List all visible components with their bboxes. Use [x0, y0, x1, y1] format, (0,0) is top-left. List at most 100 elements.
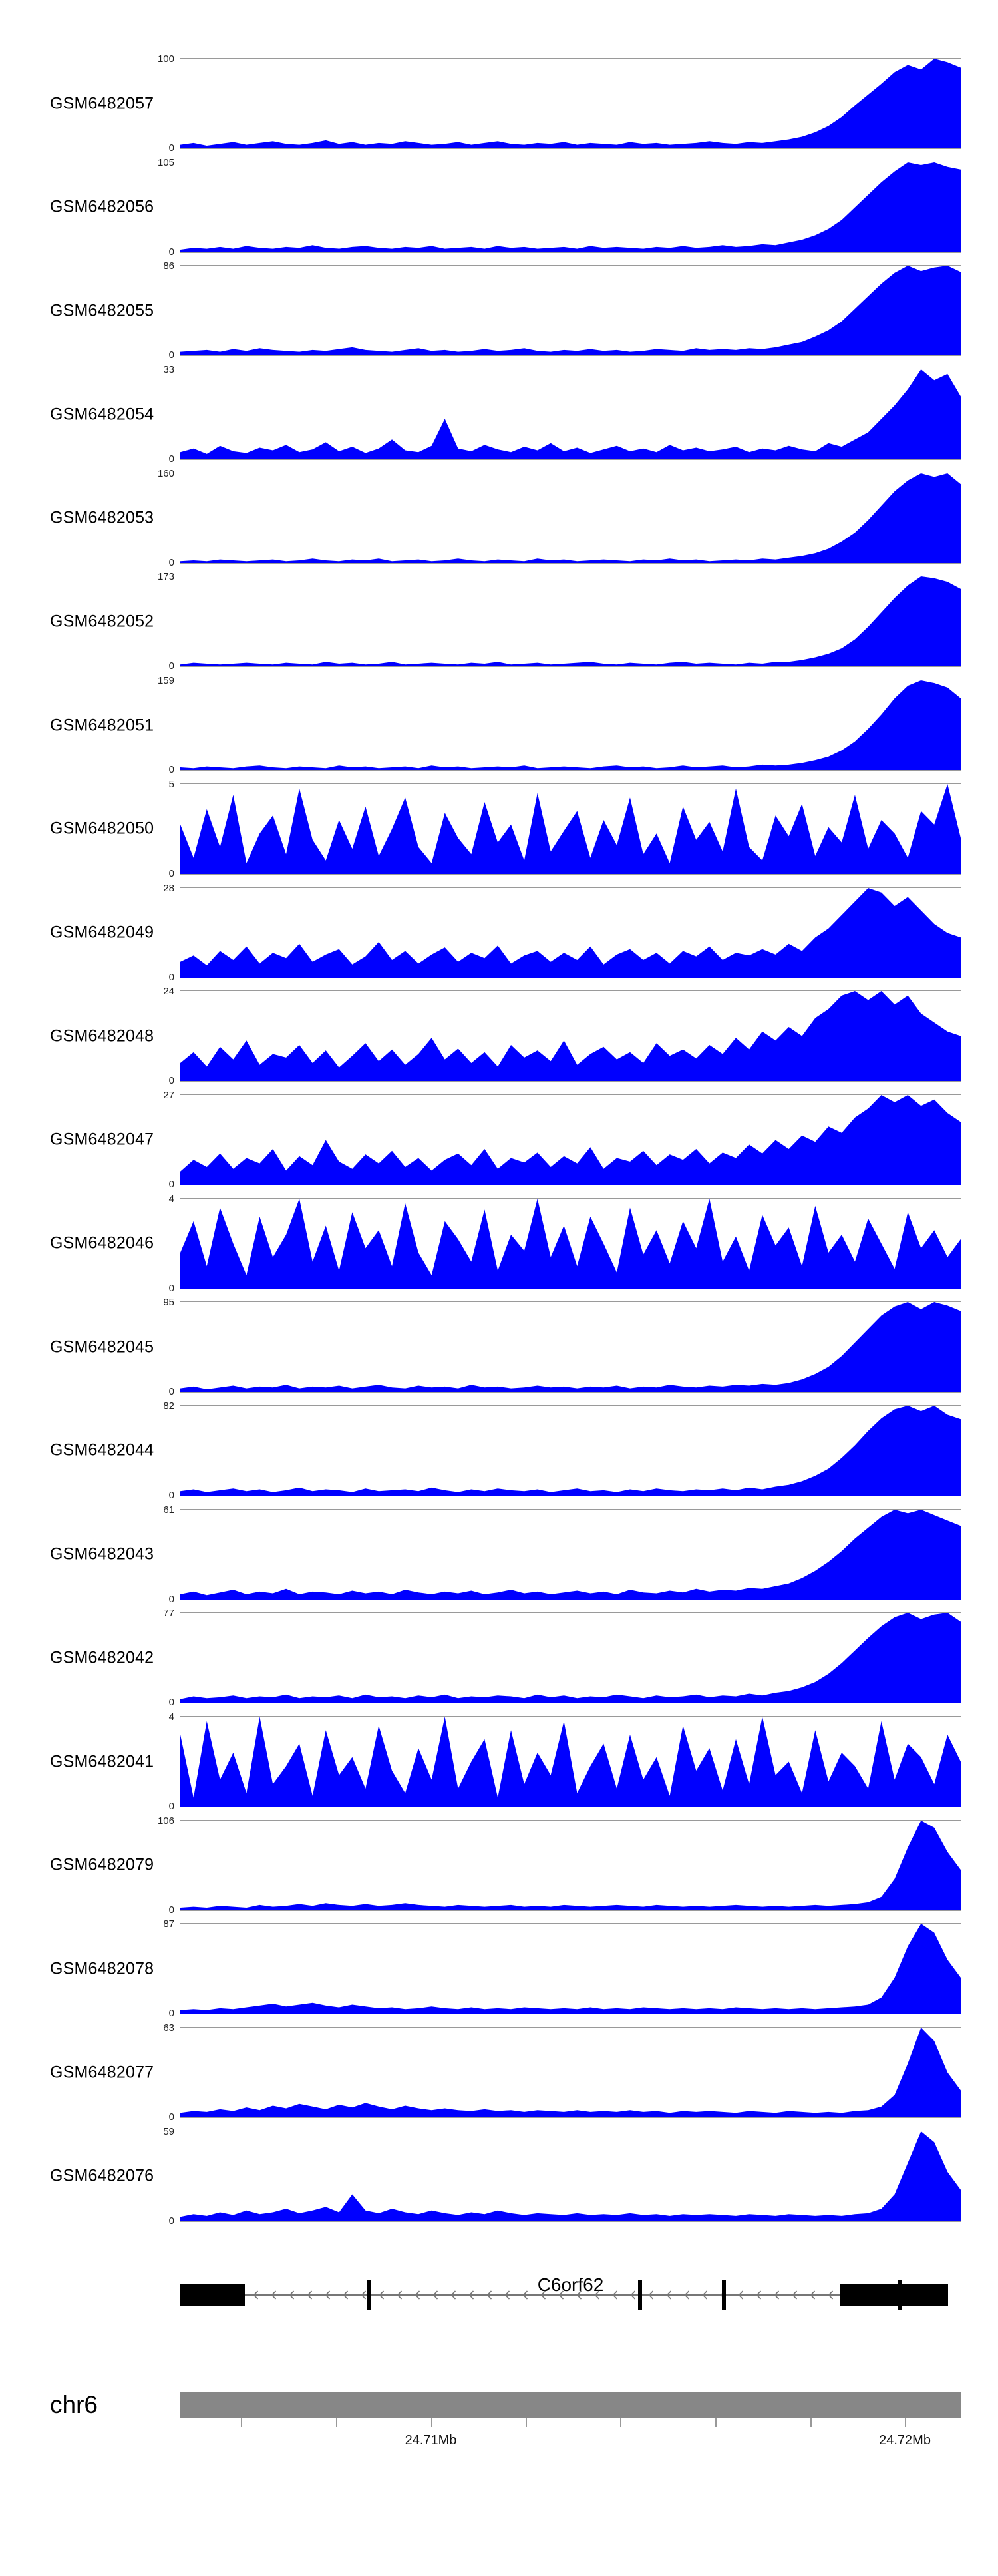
- coverage-plot: [180, 887, 961, 978]
- track-label: GSM6482076: [50, 2166, 154, 2185]
- track-ymax-label: 63: [163, 2022, 174, 2034]
- track-ymin-label: 0: [168, 1075, 174, 1087]
- track-ymax-label: 59: [163, 2125, 174, 2137]
- coverage-tracks-panel: GSM6482057 100 0 GSM6482056 105 0 GSM648…: [0, 53, 998, 2227]
- track-ymin-label: 0: [168, 349, 174, 361]
- track-ymax-label: 77: [163, 1608, 174, 1619]
- track-label: GSM6482046: [50, 1233, 154, 1253]
- track-ymin-label: 0: [168, 1386, 174, 1398]
- track-ymax-label: 105: [157, 156, 174, 168]
- coverage-plot: [180, 680, 961, 771]
- coverage-plot: [180, 1404, 961, 1496]
- track-row: GSM6482077 63 0: [0, 2022, 998, 2123]
- coverage-plot: [180, 2027, 961, 2119]
- track-row: GSM6482048 24 0: [0, 986, 998, 1086]
- track-row: GSM6482055 86 0: [0, 260, 998, 361]
- track-ymax-label: 4: [168, 1193, 174, 1205]
- track-ymin-label: 0: [168, 1489, 174, 1501]
- axis-tick-mark: [715, 2418, 717, 2427]
- coverage-plot: [180, 1612, 961, 1704]
- track-ymin-label: 0: [168, 453, 174, 465]
- track-ymax-label: 160: [157, 467, 174, 479]
- track-ymin-label: 0: [168, 246, 174, 258]
- gene-name-label: C6orf62: [537, 2274, 604, 2295]
- track-row: GSM6482079 106 0: [0, 1815, 998, 1916]
- gene-model-diagram: [180, 2272, 961, 2318]
- axis-tick-mark: [241, 2418, 243, 2427]
- track-ymax-label: 87: [163, 1918, 174, 1930]
- exon-box: [840, 2283, 949, 2306]
- exon-bar: [638, 2279, 643, 2310]
- exon-bar: [898, 2279, 902, 2310]
- track-label: GSM6482044: [50, 1440, 154, 1460]
- track-ymin-label: 0: [168, 764, 174, 776]
- track-label: GSM6482077: [50, 2063, 154, 2082]
- track-ymax-label: 106: [157, 1815, 174, 1826]
- coverage-plot: [180, 1508, 961, 1600]
- track-label: GSM6482055: [50, 301, 154, 320]
- track-label: GSM6482078: [50, 1959, 154, 1978]
- track-ymax-label: 61: [163, 1504, 174, 1516]
- track-row: GSM6482047 27 0: [0, 1090, 998, 1190]
- track-ymax-label: 27: [163, 1089, 174, 1101]
- track-label: GSM6482057: [50, 94, 154, 112]
- track-ymin-label: 0: [168, 867, 174, 879]
- track-row: GSM6482045 95 0: [0, 1297, 998, 1397]
- axis-tick-mark: [620, 2418, 622, 2427]
- coverage-plot: [180, 990, 961, 1082]
- track-label: GSM6482041: [50, 1752, 154, 1771]
- track-ymin-label: 0: [168, 2111, 174, 2123]
- coverage-plot: [180, 1301, 961, 1393]
- coverage-plot: [180, 1094, 961, 1185]
- track-row: GSM6482057 100 0: [0, 53, 998, 154]
- track-ymin-label: 0: [168, 660, 174, 672]
- track-ymin-label: 0: [168, 1801, 174, 1812]
- track-label: GSM6482052: [50, 612, 154, 631]
- track-ymax-label: 24: [163, 986, 174, 998]
- track-ymin-label: 0: [168, 1904, 174, 1916]
- exon-bar: [721, 2279, 726, 2310]
- coverage-plot: [180, 783, 961, 875]
- coverage-plot: [180, 1716, 961, 1807]
- gene-track: C6orf62: [0, 2272, 998, 2318]
- track-ymin-label: 0: [168, 556, 174, 568]
- track-row: GSM6482041 4 0: [0, 1711, 998, 1812]
- track-label: GSM6482045: [50, 1337, 154, 1357]
- track-ymin-label: 0: [168, 142, 174, 154]
- coverage-plot: [180, 472, 961, 564]
- chromosome-axis: chr6 24.71Mb 24.72Mb: [0, 2390, 998, 2498]
- axis-coordinate-label: 24.71Mb: [405, 2432, 457, 2448]
- coverage-plot: [180, 1819, 961, 1911]
- track-ymin-label: 0: [168, 2008, 174, 2020]
- chromosome-ideogram-bar: [180, 2391, 961, 2418]
- coverage-plot: [180, 1923, 961, 2015]
- track-label: GSM6482042: [50, 1648, 154, 1667]
- track-row: GSM6482051 159 0: [0, 675, 998, 775]
- track-label: GSM6482049: [50, 923, 154, 942]
- axis-coordinate-label: 24.72Mb: [879, 2432, 931, 2448]
- track-ymin-label: 0: [168, 971, 174, 983]
- coverage-plot: [180, 58, 961, 149]
- track-label: GSM6482054: [50, 405, 154, 424]
- track-ymin-label: 0: [168, 2215, 174, 2227]
- axis-tick-mark: [430, 2418, 432, 2427]
- genome-browser-figure: GSM6482057 100 0 GSM6482056 105 0 GSM648…: [0, 53, 998, 2498]
- coverage-plot: [180, 369, 961, 461]
- coverage-plot: [180, 265, 961, 357]
- coverage-plot: [180, 161, 961, 253]
- intron-line: [244, 2294, 840, 2296]
- coverage-plot: [180, 576, 961, 668]
- exon-bar: [367, 2279, 372, 2310]
- track-row: GSM6482078 87 0: [0, 1918, 998, 2019]
- axis-tick-mark: [905, 2418, 907, 2427]
- chromosome-name-label: chr6: [50, 2390, 98, 2418]
- track-ymin-label: 0: [168, 1282, 174, 1294]
- axis-tick-mark: [336, 2418, 337, 2427]
- track-ymax-label: 82: [163, 1400, 174, 1412]
- track-ymax-label: 95: [163, 1297, 174, 1309]
- axis-tick-mark: [810, 2418, 812, 2427]
- track-ymin-label: 0: [168, 1178, 174, 1190]
- exon-box: [180, 2283, 245, 2306]
- coverage-plot: [180, 1197, 961, 1289]
- track-ymax-label: 28: [163, 882, 174, 894]
